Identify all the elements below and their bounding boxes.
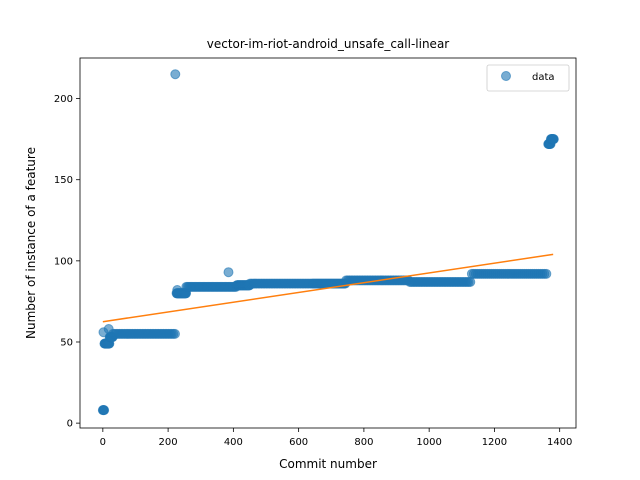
x-axis-label: Commit number [279,457,377,471]
data-point [223,267,234,278]
chart-title: vector-im-riot-android_unsafe_call-linea… [207,37,450,51]
data-point [99,405,110,416]
x-tick-label: 1000 [416,437,441,448]
data-points [97,69,559,416]
x-tick-label: 400 [224,437,243,448]
legend: data [486,64,570,92]
y-tick-label: 0 [67,419,73,430]
legend-marker [501,71,511,81]
x-tick-label: 800 [354,437,373,448]
data-point [169,328,180,339]
x-axis: 0 200 400 600 800 1000 1200 1400 [100,428,572,448]
y-axis: 0 50 100 150 200 [54,94,80,430]
plot-frame [79,57,577,429]
y-tick-label: 50 [60,337,73,348]
y-tick-label: 200 [54,94,73,105]
y-axis-label: Number of instance of a feature [24,147,38,339]
fit-line-group [102,253,554,323]
x-tick-label: 200 [159,437,178,448]
x-tick-label: 600 [289,437,308,448]
x-tick-label: 1200 [482,437,507,448]
x-tick-label: 1400 [547,437,572,448]
legend-box [486,64,570,92]
legend-label: data [532,72,555,83]
data-point [170,69,181,80]
y-tick-label: 100 [54,256,73,267]
data-point [103,324,114,335]
data-point [541,268,552,279]
data-point [172,285,183,296]
x-tick-label: 0 [100,437,106,448]
fit-line [102,253,554,323]
data-point [548,134,559,145]
y-tick-label: 150 [54,175,73,186]
